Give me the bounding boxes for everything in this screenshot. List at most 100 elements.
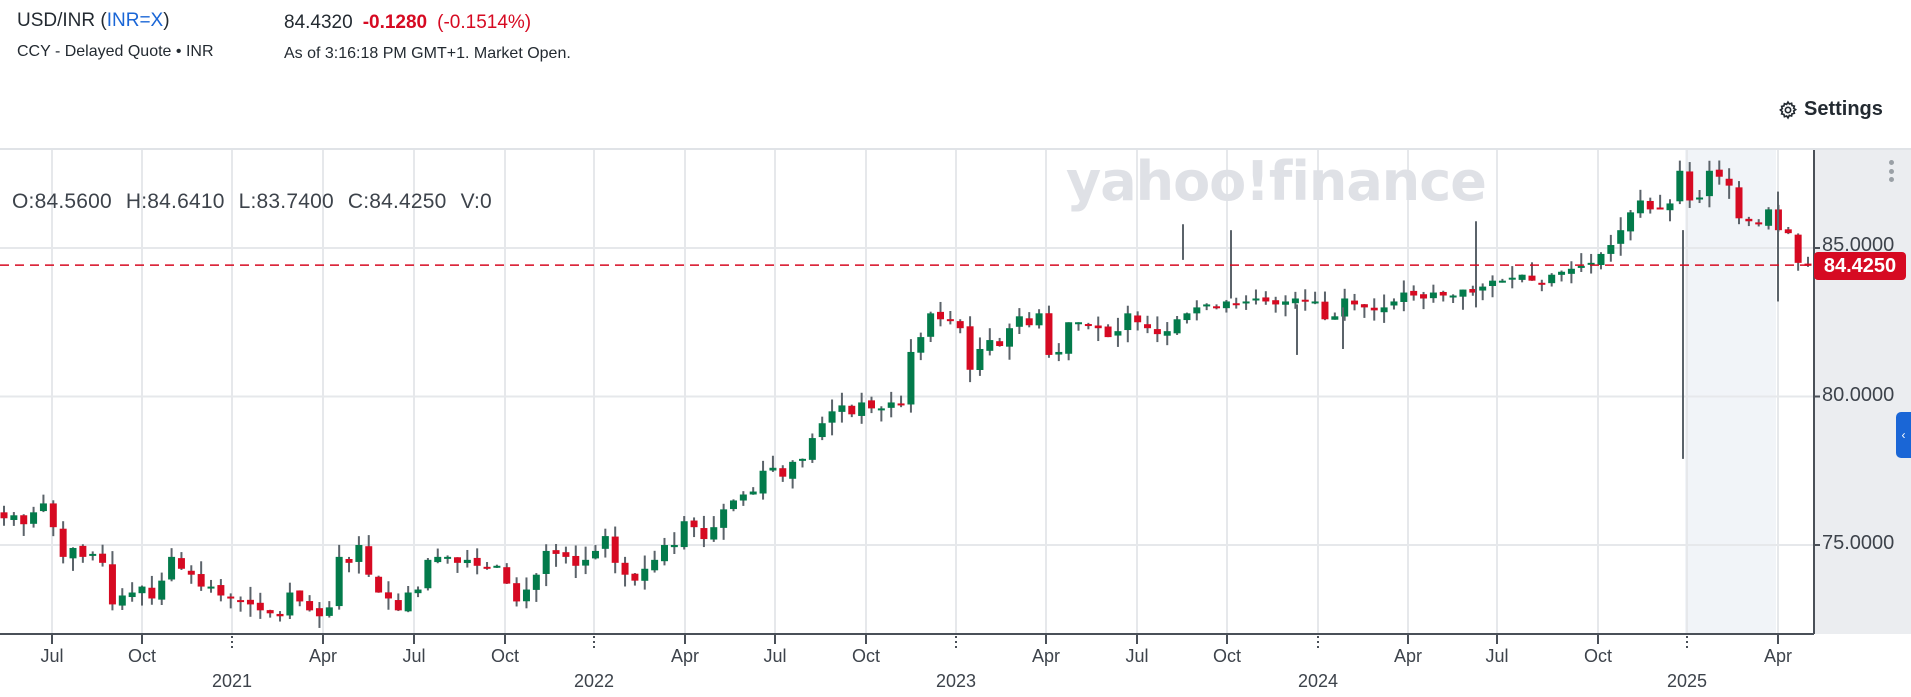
candle-body xyxy=(1400,292,1408,302)
candle-body xyxy=(148,587,156,599)
ohlc-legend: O:84.5600 H:84.6410 L:83.7400 C:84.4250 V:0 xyxy=(12,190,506,214)
candle-body xyxy=(453,557,461,563)
x-tick-month: Jul xyxy=(1125,646,1149,666)
x-tick-year: 2024 xyxy=(1297,671,1339,691)
chart-top-border xyxy=(0,148,1911,150)
x-tick-month: Apr xyxy=(1031,646,1061,666)
chevron-left-icon[interactable]: ‹ xyxy=(1896,412,1911,458)
candle-body xyxy=(1558,271,1566,275)
candle-body xyxy=(59,528,67,557)
candle-body xyxy=(286,592,294,616)
x-tick-month: Oct xyxy=(1583,646,1613,666)
candle-body xyxy=(729,500,737,510)
more-options-icon[interactable] xyxy=(1884,160,1898,182)
candle-body xyxy=(404,592,412,612)
candle-body xyxy=(1498,280,1506,283)
candle-body xyxy=(375,576,383,593)
candle-body xyxy=(0,512,8,519)
candle-body xyxy=(582,559,590,566)
candle-body xyxy=(207,586,215,589)
candle-body xyxy=(621,562,629,575)
candle-body xyxy=(256,602,264,611)
candle-body xyxy=(266,610,274,614)
candle-body xyxy=(10,515,18,520)
candle-body xyxy=(30,512,38,524)
candle-body xyxy=(1084,324,1092,327)
candle-body xyxy=(670,545,678,548)
candle-body xyxy=(1410,290,1418,296)
candle-body xyxy=(542,550,550,574)
candle-body xyxy=(591,550,599,559)
y-tick-85: 85.0000 xyxy=(1822,234,1895,256)
candle-body xyxy=(1035,313,1043,326)
candle-body xyxy=(759,470,767,494)
candle-body xyxy=(1144,324,1152,329)
price-axis-panel[interactable] xyxy=(1815,150,1911,634)
candle-body xyxy=(1222,301,1230,309)
x-tick-month: Apr xyxy=(1393,646,1423,666)
candle-body xyxy=(227,596,235,599)
ohlc-close: C:84.4250 xyxy=(347,190,447,213)
settings-button[interactable]: Settings xyxy=(1778,98,1883,121)
candle-body xyxy=(1567,268,1575,274)
last-price: 84.4320 xyxy=(284,12,353,33)
quote-title: USD/INR (INR=X) xyxy=(17,10,170,31)
candle-body xyxy=(651,559,659,571)
x-tick-year: 2022 xyxy=(573,671,615,691)
candle-body xyxy=(1705,170,1713,197)
x-tick-year: 2023 xyxy=(935,671,977,691)
candle-body xyxy=(158,580,166,600)
pair-name: USD/INR xyxy=(17,10,96,31)
candle-body xyxy=(1252,298,1260,301)
candle-body xyxy=(798,458,806,461)
candle-body xyxy=(1636,200,1644,214)
candle-body xyxy=(237,600,245,603)
candle-body xyxy=(838,405,846,412)
candle-body xyxy=(1656,207,1664,210)
candle-body xyxy=(394,600,402,611)
candle-body xyxy=(1715,169,1723,177)
candle-body xyxy=(1459,289,1467,297)
candle-body xyxy=(877,408,885,411)
candle-body xyxy=(434,556,442,563)
candle-body xyxy=(720,509,728,528)
candle-body xyxy=(1331,316,1339,320)
x-tick-month: Jul xyxy=(40,646,64,666)
candle-body xyxy=(1114,331,1122,336)
x-tick-month: Jul xyxy=(402,646,426,666)
candle-body xyxy=(1242,301,1250,304)
current-price-tag: 84.4250 xyxy=(1814,252,1906,280)
candle-body xyxy=(39,503,47,512)
candle-body xyxy=(414,589,422,594)
candle-body xyxy=(1489,280,1497,287)
x-tick-month: Apr xyxy=(670,646,700,666)
candle-body xyxy=(197,574,205,587)
x-tick-month: Oct xyxy=(1212,646,1242,666)
x-tick-month: Apr xyxy=(1763,646,1793,666)
ticker-symbol[interactable]: INR=X xyxy=(106,10,164,31)
candle-body xyxy=(1518,274,1526,280)
candle-body xyxy=(177,558,185,569)
candle-body xyxy=(1469,289,1477,293)
candle-body xyxy=(848,405,856,415)
candle-body xyxy=(187,570,195,575)
candle-body xyxy=(808,438,816,460)
candle-body xyxy=(1045,313,1053,355)
price-change: -0.1280 xyxy=(362,12,428,33)
candle-body xyxy=(1213,306,1221,309)
candle-body xyxy=(1686,171,1694,201)
candle-body xyxy=(1725,178,1733,186)
candle-body xyxy=(69,547,77,559)
candle-body xyxy=(1735,187,1743,219)
candle-body xyxy=(1439,291,1447,296)
quote-subtitle: CCY - Delayed Quote • INR xyxy=(17,43,214,60)
candle-body xyxy=(1666,203,1674,211)
candle-body xyxy=(1755,222,1763,225)
candle-body xyxy=(1784,229,1792,234)
candle-body xyxy=(1360,304,1368,308)
candle-body xyxy=(1193,307,1201,314)
candle-body xyxy=(1173,319,1181,334)
candle-body xyxy=(1479,286,1487,291)
candle-body xyxy=(1025,318,1033,326)
